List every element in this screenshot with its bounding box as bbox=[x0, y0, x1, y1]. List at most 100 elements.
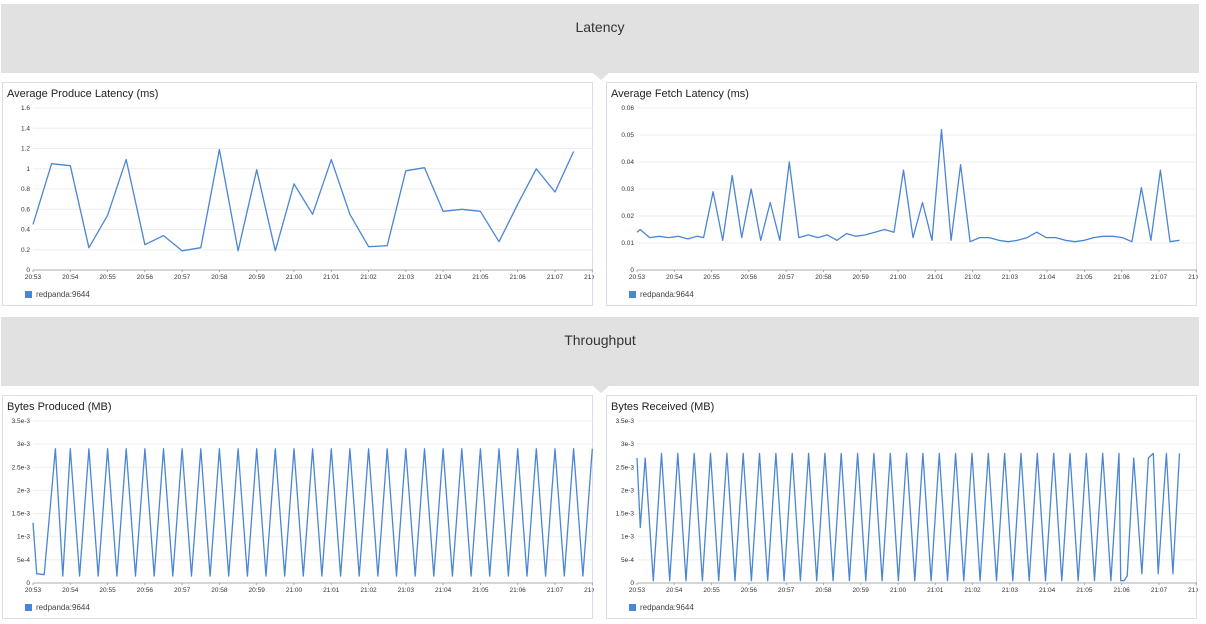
legend-swatch bbox=[25, 291, 32, 298]
collapse-arrow-icon bbox=[593, 73, 609, 80]
y-tick-label: 0.06 bbox=[621, 105, 634, 112]
x-tick-label: 20:53 bbox=[629, 587, 646, 594]
panel-produce-latency: Average Produce Latency (ms) 0 0.2 0.4 0.6 0… bbox=[2, 82, 594, 306]
x-tick-label: 21:05 bbox=[472, 274, 489, 281]
y-tick-label: 0.04 bbox=[621, 159, 634, 166]
chart: 0 5e-4 1e-3 1.5e-3 2e-3 2.5e-3 3e-3 3.5e-3 20:53… bbox=[616, 418, 1198, 594]
x-tick-label: 20:59 bbox=[249, 274, 266, 281]
x-tick-label: 21:00 bbox=[890, 274, 907, 281]
x-tick-label: 20:58 bbox=[815, 587, 832, 594]
legend[interactable]: redpanda:9644 bbox=[25, 290, 90, 299]
x-tick-label: 20:57 bbox=[778, 587, 795, 594]
x-tick-label: 21:05 bbox=[472, 587, 489, 594]
x-tick-label: 21:03 bbox=[398, 274, 415, 281]
x-tick-label: 20:57 bbox=[174, 274, 191, 281]
y-tick-label: 3e-3 bbox=[621, 441, 634, 448]
x-tick-label: 20:55 bbox=[99, 274, 116, 281]
x-tick-label: 21:01 bbox=[323, 587, 340, 594]
y-tick-label: 3.5e-3 bbox=[616, 418, 635, 425]
x-tick-label: 21:02 bbox=[360, 587, 377, 594]
x-tick-label: 21:08 bbox=[584, 274, 594, 281]
y-tick-label: 5e-4 bbox=[621, 557, 634, 564]
x-tick-label: 20:59 bbox=[249, 587, 266, 594]
legend-label: redpanda:9644 bbox=[36, 290, 90, 299]
legend-swatch bbox=[629, 604, 636, 611]
y-tick-label: 0 bbox=[26, 267, 30, 274]
x-tick-label: 21:00 bbox=[890, 587, 907, 594]
legend[interactable]: redpanda:9644 bbox=[629, 290, 694, 299]
x-tick-label: 20:56 bbox=[741, 274, 758, 281]
y-tick-label: 0.4 bbox=[21, 227, 30, 234]
panel-title: Bytes Received (MB) bbox=[611, 401, 715, 413]
x-tick-label: 21:07 bbox=[547, 274, 564, 281]
x-tick-label: 20:54 bbox=[62, 587, 79, 594]
legend-label: redpanda:9644 bbox=[36, 603, 90, 612]
x-tick-label: 21:01 bbox=[323, 274, 340, 281]
x-tick-label: 20:59 bbox=[853, 587, 870, 594]
x-tick-label: 21:03 bbox=[398, 587, 415, 594]
x-tick-label: 21:07 bbox=[1151, 587, 1168, 594]
series-line bbox=[32, 448, 593, 577]
x-tick-label: 21:03 bbox=[1002, 587, 1019, 594]
series-line bbox=[636, 128, 1180, 243]
panel-title: Average Produce Latency (ms) bbox=[7, 88, 159, 100]
chart: 0 5e-4 1e-3 1.5e-3 2e-3 2.5e-3 3e-3 3.5e-3 20:53… bbox=[12, 418, 594, 594]
x-tick-label: 21:02 bbox=[964, 587, 981, 594]
y-tick-label: 1e-3 bbox=[621, 534, 634, 541]
x-tick-label: 21:06 bbox=[1114, 274, 1131, 281]
y-tick-label: 3e-3 bbox=[17, 441, 30, 448]
y-tick-label: 0.6 bbox=[21, 206, 30, 213]
x-tick-label: 21:06 bbox=[1114, 587, 1131, 594]
legend-label: redpanda:9644 bbox=[640, 290, 694, 299]
legend[interactable]: redpanda:9644 bbox=[25, 603, 90, 612]
x-tick-label: 20:54 bbox=[62, 274, 79, 281]
legend-label: redpanda:9644 bbox=[640, 603, 694, 612]
legend[interactable]: redpanda:9644 bbox=[629, 603, 694, 612]
panel-title: Bytes Produced (MB) bbox=[7, 401, 112, 413]
y-tick-label: 2.5e-3 bbox=[616, 464, 635, 471]
x-tick-label: 21:08 bbox=[584, 587, 594, 594]
x-tick-label: 21:04 bbox=[435, 274, 452, 281]
y-tick-label: 3.5e-3 bbox=[12, 418, 31, 425]
section-header-latency[interactable]: Latency bbox=[1, 4, 1199, 80]
y-tick-label: 0.2 bbox=[21, 247, 30, 254]
x-tick-label: 21:05 bbox=[1076, 274, 1093, 281]
legend-swatch bbox=[25, 604, 32, 611]
panel-bytes-produced: Bytes Produced (MB) 0 5e-4 1e-3 1.5e-3 2e-3 2… bbox=[2, 395, 594, 619]
y-tick-label: 1.4 bbox=[21, 125, 30, 132]
x-tick-label: 20:54 bbox=[666, 274, 683, 281]
x-tick-label: 21:04 bbox=[1039, 587, 1056, 594]
y-tick-label: 1 bbox=[26, 166, 30, 173]
x-tick-label: 20:56 bbox=[741, 587, 758, 594]
y-tick-label: 1.6 bbox=[21, 105, 30, 112]
x-tick-label: 21:00 bbox=[286, 274, 303, 281]
x-tick-label: 21:02 bbox=[964, 274, 981, 281]
y-tick-label: 1.2 bbox=[21, 146, 30, 153]
y-tick-label: 1.5e-3 bbox=[616, 511, 635, 518]
collapse-arrow-icon bbox=[593, 386, 609, 393]
x-tick-label: 21:07 bbox=[1151, 274, 1168, 281]
x-tick-label: 21:04 bbox=[1039, 274, 1056, 281]
y-tick-label: 2e-3 bbox=[621, 487, 634, 494]
series-line bbox=[32, 148, 575, 252]
x-tick-label: 21:03 bbox=[1002, 274, 1019, 281]
chart: 0 0.2 0.4 0.6 0.8 1 1.2 1.4 1.6 20:53 20:54 20:55 20… bbox=[21, 105, 594, 281]
panel-fetch-latency: Average Fetch Latency (ms) 0 0.01 0.02 0.03… bbox=[606, 82, 1198, 306]
x-tick-label: 20:56 bbox=[137, 587, 154, 594]
section-header-throughput[interactable]: Throughput bbox=[1, 317, 1199, 393]
series-line bbox=[636, 452, 1181, 582]
y-tick-label: 5e-4 bbox=[17, 557, 30, 564]
x-tick-label: 21:06 bbox=[510, 274, 527, 281]
x-tick-label: 20:59 bbox=[853, 274, 870, 281]
x-tick-label: 21:02 bbox=[360, 274, 377, 281]
y-tick-label: 2.5e-3 bbox=[12, 464, 31, 471]
x-tick-label: 20:53 bbox=[25, 274, 42, 281]
x-tick-label: 20:57 bbox=[778, 274, 795, 281]
panel-title: Average Fetch Latency (ms) bbox=[611, 88, 749, 100]
legend-swatch bbox=[629, 291, 636, 298]
y-tick-label: 0.05 bbox=[621, 132, 634, 139]
y-tick-label: 0 bbox=[630, 580, 634, 587]
y-tick-label: 0 bbox=[26, 580, 30, 587]
y-tick-label: 0.03 bbox=[621, 186, 634, 193]
x-tick-label: 20:58 bbox=[815, 274, 832, 281]
